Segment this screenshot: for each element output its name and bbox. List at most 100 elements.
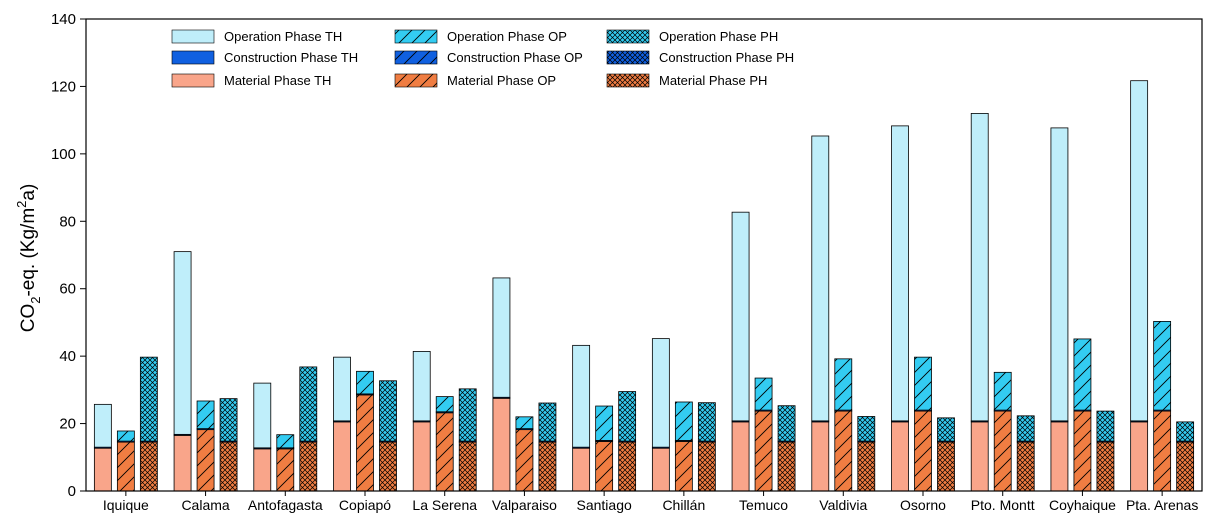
legend-operation-phase-op-swatch-hatch [395, 30, 437, 43]
bar-santiago-op-material-hatch [595, 441, 613, 491]
bar-pta-arenas-op-material-hatch [1153, 411, 1171, 491]
legend-construction-phase-th-swatch [171, 50, 215, 65]
bar-temuco-ph-material-hatch [778, 442, 796, 491]
bar-iquique-ph-construction-hatch [140, 441, 158, 443]
bar-pta-arenas-th-material [1130, 421, 1149, 492]
bar-calama-op-material-hatch [197, 429, 215, 491]
bar-calama-op-operation-hatch [197, 400, 215, 429]
y-tick-label: 0 [68, 483, 76, 500]
bar-copiap-ph-construction-hatch [379, 441, 397, 443]
bar-temuco-ph-operation-hatch [778, 405, 796, 442]
bar-chill-n-th-operation [651, 338, 670, 448]
bar-pta-arenas-op-construction-hatch [1153, 410, 1171, 412]
bar-coyhaique-op-construction-hatch [1073, 410, 1091, 412]
x-tick-label-santiago: Santiago [577, 497, 632, 513]
bar-santiago-th-operation [572, 344, 591, 448]
bar-pto-montt-th-material [970, 421, 989, 492]
bar-temuco-op-material-hatch [755, 411, 773, 491]
bar-coyhaique-th-operation [1050, 127, 1069, 422]
legend-operation-phase-ph-swatch-hatch [607, 30, 649, 43]
bar-calama-op-construction-hatch [197, 428, 215, 430]
x-tick-label-osorno: Osorno [900, 497, 946, 513]
bar-valdivia-th-operation [811, 135, 830, 422]
bar-pta-arenas-ph-operation-hatch [1176, 421, 1194, 442]
y-tick-label: 140 [51, 11, 76, 28]
legend-material-phase-ph-swatch-hatch [607, 74, 649, 87]
x-axis-labels: Iquique Calama Antofagasta Copiapó La Serena… [103, 491, 1198, 513]
bar-antofagasta-op-operation-hatch [276, 434, 294, 448]
bar-valdivia-ph-material-hatch [857, 442, 875, 491]
bar-pto-montt-ph-material-hatch [1017, 442, 1035, 491]
bar-copiap-op-construction-hatch [356, 393, 374, 395]
ylabel-end: a) [18, 184, 39, 201]
ylabel-co: CO [18, 304, 39, 333]
plot-frame [85, 18, 1203, 492]
bar-valparaiso-ph-operation-hatch [538, 403, 556, 442]
bar-santiago-op-construction-hatch [595, 440, 613, 442]
bar-valdivia-ph-operation-hatch [857, 416, 875, 442]
bar-iquique-th-material [93, 447, 112, 492]
bar-osorno-op-construction-hatch [914, 410, 932, 412]
bar-antofagasta-th-operation [253, 382, 272, 449]
bar-copiap-ph-operation-hatch [379, 380, 397, 442]
bar-chill-n-ph-construction-hatch [698, 441, 716, 443]
bar-calama-ph-operation-hatch [220, 398, 238, 442]
bar-valparaiso-op-operation-hatch [515, 416, 533, 429]
bar-pto-montt-ph-construction-hatch [1017, 441, 1035, 443]
x-tick-label-chill-n: Chillán [662, 497, 705, 513]
bar-valparaiso-op-material-hatch [515, 429, 533, 491]
bar-valdivia-op-operation-hatch [834, 358, 852, 411]
bar-osorno-op-operation-hatch [914, 357, 932, 411]
bar-santiago-ph-material-hatch [618, 442, 636, 491]
y-tick-label: 20 [59, 416, 76, 433]
bar-chill-n-ph-material-hatch [698, 442, 716, 491]
bar-coyhaique-ph-construction-hatch [1096, 441, 1114, 443]
bar-valparaiso-ph-material-hatch [538, 442, 556, 491]
bar-chill-n-op-material-hatch [675, 441, 693, 491]
bar-pto-montt-th-operation [970, 113, 989, 422]
legend-material-phase-ph-label: Material Phase PH [659, 73, 767, 88]
bar-valparaiso-th-material [492, 397, 511, 492]
bar-pto-montt-op-operation-hatch [994, 372, 1012, 411]
bar-valdivia-ph-construction-hatch [857, 441, 875, 443]
bar-iquique-ph-operation-hatch [140, 357, 158, 442]
bar-calama-th-operation [173, 251, 192, 435]
bar-valparaiso-op-construction-hatch [515, 428, 533, 430]
bar-copiap-ph-material-hatch [379, 442, 397, 491]
bar-pta-arenas-ph-material-hatch [1176, 442, 1194, 491]
legend-construction-phase-op-label: Construction Phase OP [447, 50, 583, 65]
bar-valdivia-th-material [811, 421, 830, 492]
x-tick-label-coyhaique: Coyhaique [1049, 497, 1116, 513]
legend-material-phase-op-label: Material Phase OP [447, 73, 556, 88]
bar-iquique-op-material-hatch [117, 442, 135, 491]
y-axis-ticks: 0 20 40 60 80 100 120 140 [51, 11, 86, 500]
bar-antofagasta-th-material [253, 448, 272, 492]
bar-coyhaique-ph-operation-hatch [1096, 411, 1114, 442]
bar-temuco-th-material [731, 421, 750, 492]
y-tick-label: 100 [51, 146, 76, 163]
bar-pta-arenas-op-operation-hatch [1153, 321, 1171, 411]
legend-operation-phase-ph-label: Operation Phase PH [659, 29, 778, 44]
ylabel-sup-2: 2 [14, 201, 29, 208]
bar-copiap-op-operation-hatch [356, 371, 374, 394]
bar-chill-n-th-material [651, 447, 670, 492]
legend-construction-phase-ph-label: Construction Phase PH [659, 50, 794, 65]
bar-iquique-ph-material-hatch [140, 442, 158, 491]
bar-iquique-th-operation [93, 403, 112, 448]
bar-santiago-th-material [572, 447, 591, 492]
bar-valdivia-op-material-hatch [834, 411, 852, 491]
bar-osorno-op-material-hatch [914, 411, 932, 491]
bar-la-serena-ph-material-hatch [459, 442, 477, 491]
y-tick-label: 80 [59, 213, 76, 230]
legend-material-phase-th-swatch [171, 73, 215, 88]
bar-pto-montt-op-construction-hatch [994, 410, 1012, 412]
bar-chill-n-op-construction-hatch [675, 440, 693, 442]
ylabel-mid: -eq. (Kg/m [18, 208, 39, 297]
bar-chill-n-op-operation-hatch [675, 401, 693, 441]
bar-osorno-th-material [891, 421, 909, 492]
bar-antofagasta-ph-construction-hatch [299, 441, 317, 443]
x-tick-label-temuco: Temuco [739, 497, 788, 513]
bar-la-serena-th-material [412, 421, 431, 492]
bar-la-serena-op-material-hatch [436, 412, 454, 491]
